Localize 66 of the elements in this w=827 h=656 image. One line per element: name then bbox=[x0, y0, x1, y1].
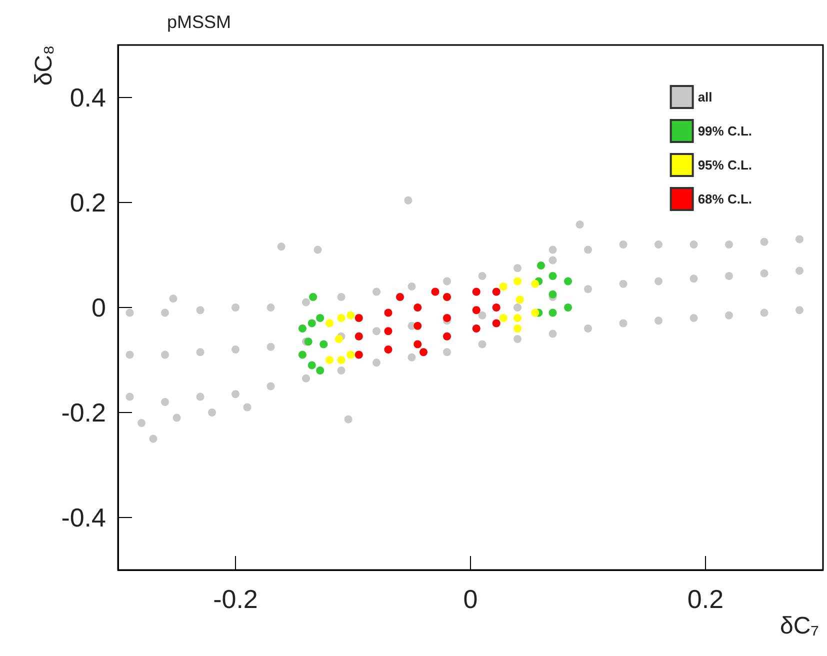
x-tick-label: 0.2 bbox=[687, 584, 724, 614]
x-axis-title: δC₇ bbox=[780, 612, 819, 640]
point bbox=[472, 324, 480, 332]
x-tick-label: 0 bbox=[463, 584, 478, 614]
point bbox=[443, 314, 451, 322]
point bbox=[384, 327, 392, 336]
point bbox=[316, 366, 324, 374]
point bbox=[548, 290, 557, 298]
legend-label: 95% C.L. bbox=[698, 158, 752, 172]
point bbox=[384, 346, 392, 354]
point bbox=[298, 350, 306, 359]
point bbox=[326, 356, 334, 364]
point bbox=[320, 340, 328, 348]
point bbox=[354, 350, 363, 359]
point bbox=[414, 304, 422, 312]
point bbox=[531, 280, 540, 288]
point bbox=[443, 293, 451, 301]
point bbox=[499, 282, 508, 290]
point bbox=[346, 311, 355, 320]
point bbox=[537, 262, 545, 270]
chart-title: pMSSM bbox=[167, 12, 232, 32]
point bbox=[396, 293, 404, 301]
x-tick-label: -0.2 bbox=[213, 584, 258, 614]
point bbox=[516, 296, 524, 304]
point bbox=[414, 340, 422, 348]
point bbox=[472, 306, 480, 314]
y-axis-title: δC₈ bbox=[30, 45, 58, 86]
point bbox=[492, 319, 500, 328]
point bbox=[337, 356, 346, 364]
point bbox=[514, 277, 522, 286]
legend-label: 99% C.L. bbox=[698, 124, 752, 138]
point bbox=[492, 288, 500, 296]
point bbox=[431, 288, 440, 296]
legend-label: 68% C.L. bbox=[698, 192, 752, 206]
point bbox=[309, 293, 318, 301]
point bbox=[492, 304, 500, 312]
point bbox=[354, 332, 363, 340]
point bbox=[354, 314, 363, 322]
point bbox=[326, 319, 334, 328]
point bbox=[384, 308, 392, 317]
point bbox=[308, 361, 316, 370]
point bbox=[514, 324, 522, 332]
legend-label: all bbox=[698, 90, 712, 104]
point bbox=[298, 324, 306, 332]
point bbox=[531, 308, 540, 317]
point bbox=[499, 314, 508, 322]
point bbox=[548, 272, 557, 280]
point bbox=[514, 314, 522, 322]
point bbox=[308, 319, 316, 328]
y-tick-label: 0.4 bbox=[70, 82, 106, 112]
point bbox=[346, 350, 355, 359]
point bbox=[548, 308, 557, 317]
point bbox=[304, 338, 312, 346]
point bbox=[334, 335, 343, 343]
point bbox=[472, 288, 480, 296]
point bbox=[420, 348, 428, 356]
y-tick-label: -0.2 bbox=[61, 398, 106, 428]
point bbox=[316, 314, 324, 322]
y-tick-label: -0.4 bbox=[61, 502, 106, 532]
y-tick-label: 0 bbox=[92, 292, 106, 322]
point bbox=[337, 314, 346, 322]
point bbox=[443, 332, 451, 340]
y-tick-label: 0.2 bbox=[70, 188, 106, 218]
point bbox=[414, 322, 422, 330]
point bbox=[564, 277, 572, 286]
point bbox=[564, 304, 572, 312]
